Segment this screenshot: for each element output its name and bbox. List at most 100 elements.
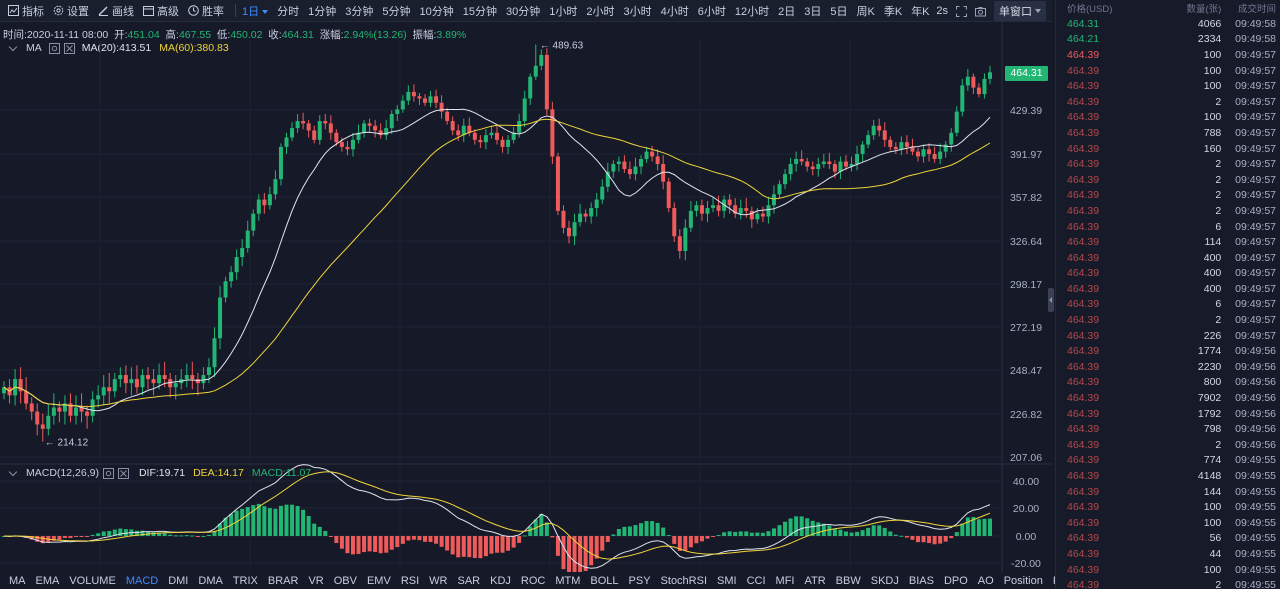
candle-body [733, 205, 738, 214]
indicator-tab[interactable]: AO [977, 575, 994, 587]
macd-histogram-bar [62, 536, 67, 538]
indicator-tab[interactable]: DPO [943, 575, 968, 587]
indicator-tab[interactable]: StochRSI [660, 575, 708, 587]
period-tab[interactable]: 1日 [242, 3, 269, 19]
close-icon[interactable] [63, 42, 75, 54]
period-tab[interactable]: 5日 [830, 5, 848, 18]
indicator-tab[interactable]: BBW [835, 575, 861, 587]
macd-histogram-bar [583, 536, 588, 572]
indicator-tab[interactable]: RSI [400, 575, 420, 587]
period-tab[interactable]: 5分钟 [382, 5, 411, 18]
close-icon[interactable] [117, 467, 129, 479]
high-value: 467.55 [178, 29, 212, 41]
price-chart[interactable]: 429.39 391.97 357.82 326.64 298.17 272.19 248.… [0, 0, 1052, 572]
period-tab[interactable]: 3小时 [623, 5, 652, 18]
trade-time: 09:49:56 [1235, 392, 1276, 405]
trade-price: 464.21 [1067, 33, 1100, 46]
candle-body [583, 213, 588, 217]
indicator-tab[interactable]: ROC [520, 575, 546, 587]
indicator-tab[interactable]: SAR [457, 575, 481, 587]
indicator-tab[interactable]: SMI [717, 575, 737, 587]
period-tab[interactable]: 15分钟 [462, 5, 497, 18]
indicator-tab[interactable]: DMI [168, 575, 189, 587]
period-tab[interactable]: 30分钟 [506, 5, 541, 18]
indicator-tab[interactable]: VR [308, 575, 324, 587]
draw-line-button[interactable]: 画线 [98, 3, 134, 19]
period-tab[interactable]: 1小时 [549, 5, 578, 18]
collapse-chevron-icon[interactable] [8, 467, 18, 477]
candle-body [24, 391, 29, 404]
indicator-tab[interactable]: Position [1003, 575, 1043, 587]
indicator-tab[interactable]: SKDJ [870, 575, 899, 587]
trade-row: 464.39 6 09:49:57 [1056, 219, 1280, 235]
period-tab[interactable]: 3分钟 [345, 5, 374, 18]
settings-button[interactable]: 设置 [53, 3, 89, 19]
macd-histogram-bar [256, 503, 261, 536]
period-tab[interactable]: 3日 [804, 5, 822, 18]
indicator-tab[interactable]: MFI [775, 575, 795, 587]
indicator-tab[interactable]: MACD [125, 575, 159, 587]
macd-histogram-bar [877, 525, 882, 536]
indicator-tab[interactable]: DMA [198, 575, 223, 587]
macd-histogram-bar [162, 533, 167, 536]
indicator-tab[interactable]: EMV [366, 575, 391, 587]
trade-qty: 774 [1203, 454, 1222, 467]
panel-collapse-handle[interactable] [1048, 288, 1054, 312]
low-label: 低: [216, 29, 231, 41]
indicator-tab[interactable]: CCI [746, 575, 766, 587]
trades-list[interactable]: 464.31 4066 09:49:58 464.21 2334 09:49:58 464.… [1056, 16, 1280, 589]
indicator-tab[interactable]: PSY [628, 575, 651, 587]
indicator-tab[interactable]: ATR [804, 575, 826, 587]
win-rate-button[interactable]: 胜率 [188, 3, 224, 19]
indicator-tab[interactable]: BIAS [908, 575, 934, 587]
window-mode-select[interactable]: 单窗口 [994, 1, 1046, 21]
period-tab[interactable]: 周K [856, 5, 875, 18]
indicator-tab[interactable]: KDJ [490, 575, 511, 587]
period-tab[interactable]: 分时 [277, 5, 300, 18]
period-tab[interactable]: 2日 [778, 5, 796, 18]
camera-icon[interactable] [975, 6, 986, 17]
ma20-value: MA(20):413.51 [81, 42, 152, 54]
indicator-tab[interactable]: MA [9, 575, 26, 587]
indicator-tab[interactable]: MTM [555, 575, 581, 587]
trade-row: 464.39 1774 09:49:56 [1056, 343, 1280, 359]
indicator-tab[interactable]: VOLUME [69, 575, 116, 587]
candle-body [533, 65, 538, 77]
fullscreen-icon[interactable] [956, 5, 967, 17]
period-tab[interactable]: 6小时 [697, 5, 726, 18]
indicator-tab[interactable]: BRAR [267, 575, 299, 587]
candle-body [927, 149, 932, 154]
period-tab[interactable]: 2小时 [586, 5, 615, 18]
period-tab[interactable]: 年K [911, 5, 930, 18]
candle-body [378, 130, 383, 136]
macd-histogram-bar [722, 532, 727, 536]
candle-body [982, 78, 987, 95]
trade-time: 09:49:57 [1235, 314, 1276, 327]
period-tab[interactable]: 12小时 [734, 5, 770, 18]
candle-body [766, 205, 771, 217]
trade-row: 464.39 2 09:49:57 [1056, 312, 1280, 328]
settings-square-icon[interactable] [102, 467, 114, 479]
period-tab[interactable]: 季K [883, 5, 903, 18]
period-tab[interactable]: 4小时 [660, 5, 689, 18]
advanced-button[interactable]: 高级 [143, 3, 179, 19]
candle-body [229, 272, 234, 282]
refresh-interval[interactable]: 2s [936, 5, 948, 17]
trade-qty: 400 [1203, 251, 1222, 264]
indicator-tab[interactable]: WR [429, 575, 448, 587]
indicator-tab[interactable]: OBV [333, 575, 357, 587]
settings-square-icon[interactable] [48, 42, 60, 54]
candle-body [406, 91, 411, 101]
indicator-tab[interactable]: TRIX [232, 575, 258, 587]
indicator-tab[interactable]: BOLL [590, 575, 619, 587]
trade-price: 464.39 [1067, 454, 1100, 467]
indicator-button[interactable]: 指标 [8, 3, 44, 19]
candle-body [683, 227, 688, 252]
candle-body [528, 76, 533, 99]
trade-price: 464.39 [1067, 470, 1100, 483]
close-label: 收: [268, 29, 282, 41]
indicator-tab[interactable]: EMA [35, 575, 60, 587]
period-tab[interactable]: 1分钟 [308, 5, 337, 18]
period-tab[interactable]: 10分钟 [419, 5, 454, 18]
ma-name: MA [26, 42, 42, 54]
